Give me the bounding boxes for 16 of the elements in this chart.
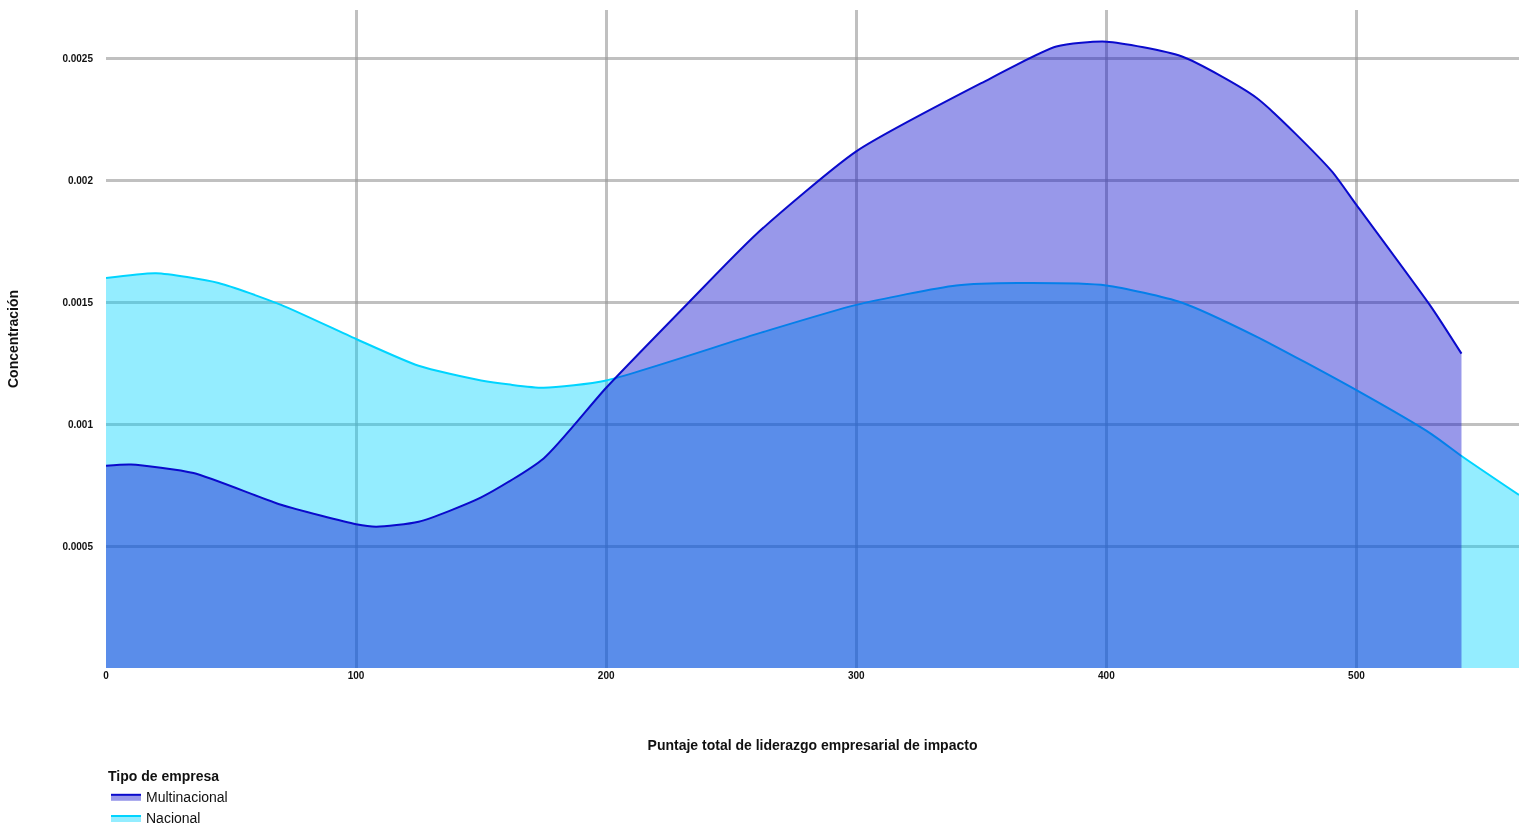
x-tick-label: 0 (103, 670, 110, 681)
y-tick-label: 0.001 (67, 418, 94, 430)
x-tick-label: 300 (847, 670, 866, 681)
x-tick-label: 100 (347, 670, 365, 681)
x-axis-title: Puntaje total de liderazgo empresarial de impacto (647, 737, 978, 754)
y-tick-label: 0.0015 (62, 296, 94, 308)
y-tick-label: 0.0005 (62, 540, 94, 552)
y-tick-label: 0.002 (67, 175, 94, 187)
x-tick-label: 500 (1348, 670, 1366, 681)
y-axis-title: Concentración (5, 289, 22, 389)
legend-label: Multinacional (146, 789, 228, 806)
x-tick-label: 400 (1098, 670, 1116, 681)
legend-title: Tipo de empresa (108, 768, 220, 785)
y-tick-label: 0.0025 (62, 53, 94, 65)
x-tick-label: 200 (597, 670, 615, 681)
legend-label: Nacional (146, 810, 201, 827)
